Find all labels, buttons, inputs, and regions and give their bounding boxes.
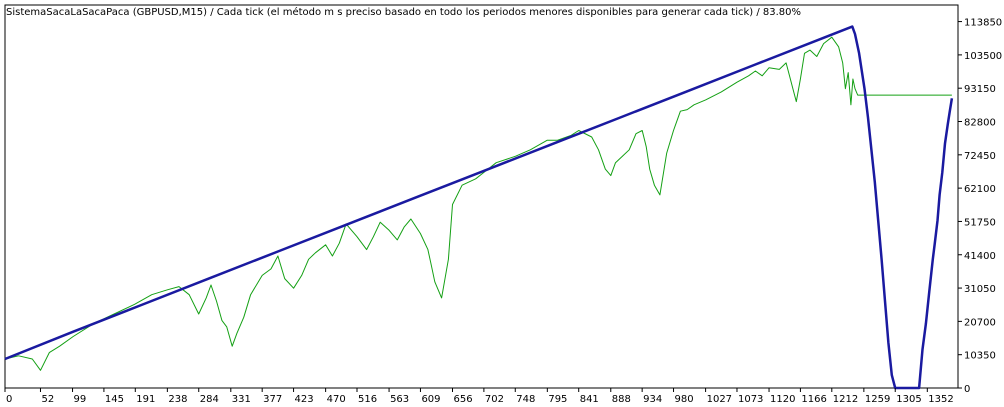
x-tick-label: 841 — [580, 394, 599, 405]
x-tick-label: 934 — [643, 394, 662, 405]
x-tick-label: 888 — [612, 394, 631, 405]
x-tick-label: 1259 — [865, 394, 890, 405]
x-tick-label: 331 — [232, 394, 251, 405]
x-tick-label: 980 — [675, 394, 694, 405]
x-tick-label: 423 — [295, 394, 314, 405]
y-tick-label: 41400 — [964, 251, 996, 262]
x-tick-label: 145 — [105, 394, 124, 405]
chart-title: SistemaSacaLaSacaPaca (GBPUSD,M15) / Cad… — [6, 6, 801, 18]
y-tick-label: 62100 — [964, 184, 996, 195]
x-tick-label: 702 — [485, 394, 504, 405]
x-tick-label: 516 — [358, 394, 377, 405]
x-tick-label: 609 — [421, 394, 440, 405]
y-tick-label: 93150 — [964, 84, 996, 95]
equity-line — [4, 36, 952, 371]
plot-frame — [4, 4, 959, 389]
x-tick-label: 1212 — [833, 394, 858, 405]
y-tick-label: 113850 — [964, 18, 1002, 29]
x-tick-label: 52 — [41, 394, 54, 405]
y-tick-label: 103500 — [964, 51, 1002, 62]
balance-line — [4, 25, 954, 390]
x-tick-label: 191 — [136, 394, 155, 405]
x-tick-label: 377 — [263, 394, 282, 405]
x-tick-label: 99 — [74, 394, 87, 405]
x-tick-label: 748 — [516, 394, 535, 405]
y-tick-label: 82800 — [964, 118, 996, 129]
y-tick-label: 0 — [964, 384, 970, 395]
x-tick-label: 1352 — [928, 394, 953, 405]
x-tick-label: 656 — [454, 394, 473, 405]
x-tick-label: 470 — [327, 394, 346, 405]
x-tick-label: 1027 — [707, 394, 732, 405]
y-tick-label: 31050 — [964, 284, 996, 295]
x-tick-label: 238 — [168, 394, 187, 405]
y-tick-label: 72450 — [964, 151, 996, 162]
x-tick-label: 1073 — [738, 394, 763, 405]
x-tick-label: 0 — [6, 394, 12, 405]
y-tick-label: 10350 — [964, 351, 996, 362]
x-tick-label: 1120 — [770, 394, 795, 405]
x-tick-label: 284 — [200, 394, 219, 405]
y-tick-label: 20700 — [964, 317, 996, 328]
x-tick-label: 563 — [390, 394, 409, 405]
x-tick-label: 795 — [548, 394, 567, 405]
y-tick-label: 51750 — [964, 217, 996, 228]
x-tick-label: 1166 — [801, 394, 826, 405]
x-tick-label: 1305 — [896, 394, 921, 405]
